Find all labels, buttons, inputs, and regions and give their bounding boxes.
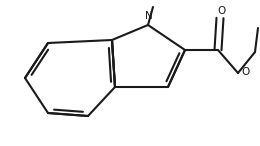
Text: O: O [241,67,249,77]
Text: O: O [217,6,225,16]
Text: N: N [145,11,153,21]
